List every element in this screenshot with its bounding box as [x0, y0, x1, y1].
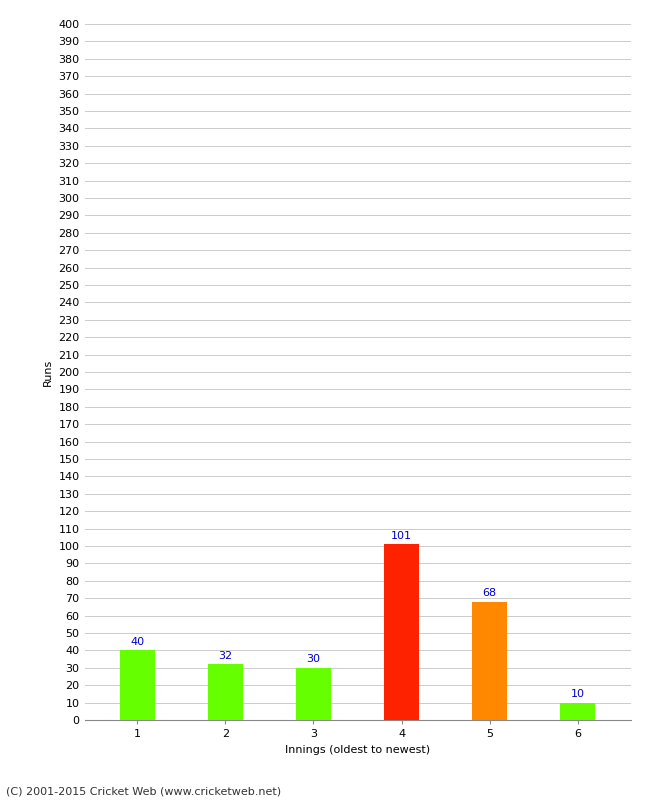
Text: (C) 2001-2015 Cricket Web (www.cricketweb.net): (C) 2001-2015 Cricket Web (www.cricketwe…	[6, 786, 281, 796]
Bar	[472, 602, 507, 720]
Text: 68: 68	[482, 588, 497, 598]
Text: 30: 30	[306, 654, 320, 664]
Text: 32: 32	[218, 651, 233, 661]
Bar	[384, 544, 419, 720]
Bar	[560, 702, 595, 720]
Text: 101: 101	[391, 530, 412, 541]
Text: 40: 40	[130, 637, 144, 647]
Bar	[296, 668, 331, 720]
Bar	[208, 664, 243, 720]
Bar	[120, 650, 155, 720]
Text: 10: 10	[571, 689, 584, 699]
Y-axis label: Runs: Runs	[43, 358, 53, 386]
X-axis label: Innings (oldest to newest): Innings (oldest to newest)	[285, 745, 430, 754]
